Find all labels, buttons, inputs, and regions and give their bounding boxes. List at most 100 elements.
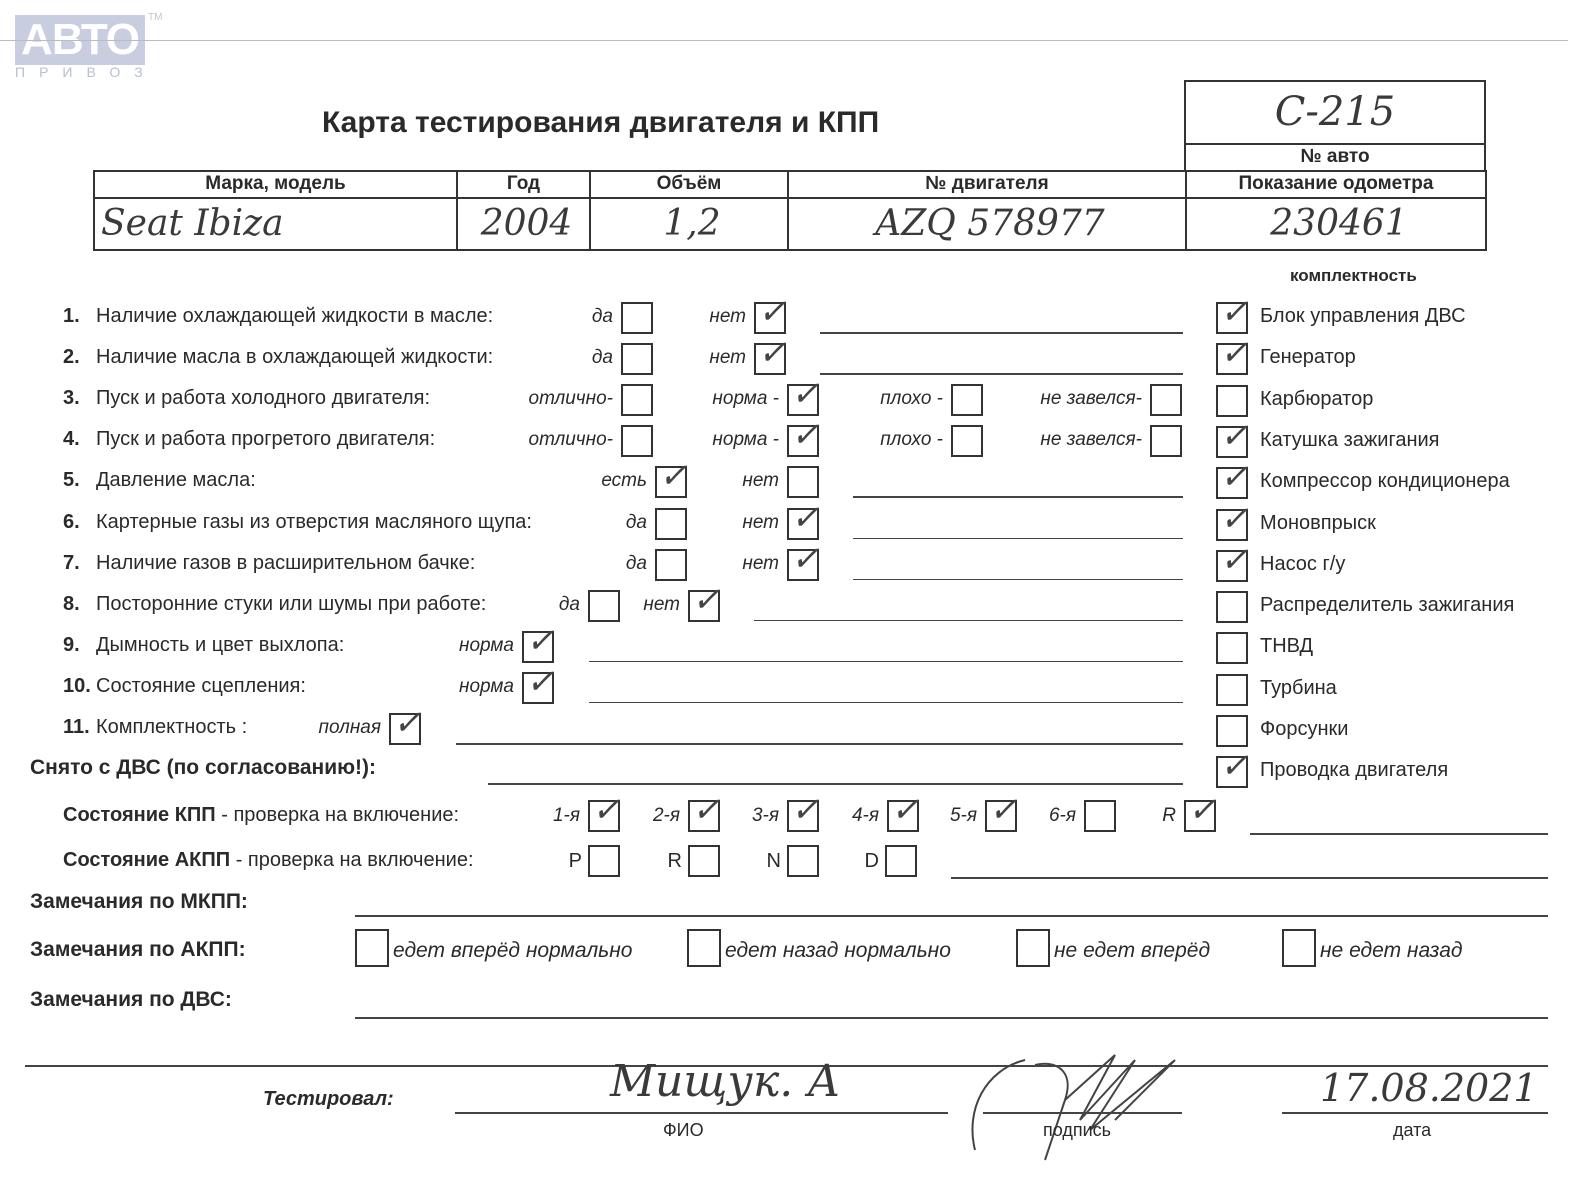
completeness-checkbox[interactable]	[1216, 715, 1248, 747]
removed-label: Снято с ДВС (по согласованию!):	[30, 756, 377, 779]
question-number: 6.	[63, 510, 80, 533]
option-checkbox[interactable]	[787, 498, 820, 540]
car-number-value: С-215	[1274, 89, 1396, 135]
question-label: Наличие газов в расширительном бачке:	[96, 551, 476, 574]
question-notes-line[interactable]	[820, 332, 1183, 334]
completeness-checkbox[interactable]	[1216, 632, 1248, 665]
notes-engine-line[interactable]	[355, 1017, 1548, 1019]
option-checkbox[interactable]	[588, 589, 620, 622]
question-label: Картерные газы из отверстия масляного щу…	[96, 510, 532, 533]
auto-gear-checkbox[interactable]	[885, 845, 917, 877]
option-checkbox[interactable]	[787, 539, 820, 581]
question-notes-line[interactable]	[754, 619, 1183, 622]
gear-label: 1-я	[552, 805, 580, 826]
option-checkbox[interactable]	[621, 343, 653, 376]
completeness-checkbox[interactable]	[1216, 333, 1249, 376]
question-notes-line[interactable]	[456, 743, 1183, 745]
completeness-checkbox[interactable]	[1216, 673, 1248, 706]
table-cell: Seat Ibiza	[93, 197, 458, 251]
question-number: 11.	[63, 716, 90, 738]
car-number-label: № авто	[1184, 143, 1486, 172]
auto-gear-label: N	[766, 850, 781, 872]
completeness-item-label: Проводка двигателя	[1260, 759, 1449, 782]
option-label: нет	[643, 593, 680, 615]
completeness-checkbox[interactable]	[1216, 746, 1249, 789]
option-label: норма	[459, 675, 514, 697]
option-checkbox[interactable]	[688, 580, 721, 622]
option-checkbox[interactable]	[621, 425, 653, 458]
completeness-checkbox[interactable]	[1216, 499, 1249, 541]
notes-auto-checkbox[interactable]	[1016, 929, 1050, 967]
completeness-checkbox[interactable]	[1216, 416, 1249, 458]
car-number-box: С-215	[1184, 80, 1486, 145]
auto-gear-checkbox[interactable]	[588, 845, 620, 877]
question-notes-line[interactable]	[589, 701, 1183, 704]
question-notes-line[interactable]	[589, 660, 1183, 663]
option-checkbox[interactable]	[787, 466, 819, 499]
option-checkbox[interactable]	[655, 456, 688, 499]
manual-label-bold: Состояние КПП	[63, 804, 216, 826]
question-notes-line[interactable]	[853, 496, 1183, 498]
name-line	[455, 1112, 948, 1114]
option-checkbox[interactable]	[655, 548, 687, 581]
completeness-item-label: Моновпрыск	[1260, 511, 1376, 534]
question-notes-line[interactable]	[853, 578, 1183, 581]
gear-checkbox[interactable]	[1084, 800, 1116, 832]
notes-auto-checkbox[interactable]	[355, 929, 389, 967]
notes-auto-label: Замечания по АКПП:	[30, 938, 246, 961]
option-checkbox[interactable]	[754, 292, 787, 334]
completeness-checkbox[interactable]	[1216, 457, 1249, 500]
auto-gear-checkbox[interactable]	[688, 845, 720, 877]
completeness-checkbox[interactable]	[1216, 540, 1249, 582]
option-checkbox[interactable]	[1150, 425, 1182, 458]
gear-checkbox[interactable]	[688, 790, 721, 832]
option-checkbox[interactable]	[522, 621, 555, 663]
notes-manual-line[interactable]	[355, 915, 1548, 917]
auto-line	[951, 877, 1548, 879]
question-number: 7.	[63, 551, 80, 574]
notes-auto-checkbox[interactable]	[687, 929, 721, 967]
option-checkbox[interactable]	[1150, 384, 1182, 417]
notes-auto-checkbox[interactable]	[1282, 929, 1316, 967]
option-checkbox[interactable]	[621, 384, 653, 417]
completeness-checkbox[interactable]	[1216, 292, 1249, 334]
completeness-checkbox[interactable]	[1216, 384, 1248, 417]
option-checkbox[interactable]	[754, 333, 787, 376]
auto-label-bold: Состояние АКПП	[63, 849, 231, 871]
option-checkbox[interactable]	[389, 703, 422, 745]
option-checkbox[interactable]	[621, 302, 653, 334]
option-checkbox[interactable]	[522, 662, 555, 704]
option-checkbox[interactable]	[951, 384, 983, 417]
notes-auto-option-label: едет вперёд нормально	[393, 939, 633, 962]
option-checkbox[interactable]	[951, 425, 983, 458]
gear-checkbox[interactable]	[985, 790, 1018, 832]
table-header: Марка, модель	[93, 170, 458, 199]
tester-name: Мищук. А	[610, 1056, 841, 1107]
question-notes-line[interactable]	[853, 537, 1183, 539]
option-checkbox[interactable]	[787, 374, 820, 417]
gear-label: 4-я	[851, 805, 879, 826]
auto-gear-checkbox[interactable]	[787, 845, 819, 877]
completeness-checkbox[interactable]	[1216, 591, 1248, 624]
option-label: нет	[742, 552, 779, 574]
option-label: да	[625, 552, 647, 574]
question-number: 10.	[63, 674, 91, 697]
gear-label: 3-я	[751, 805, 779, 826]
gear-checkbox[interactable]	[588, 790, 621, 832]
option-label: отлично-	[528, 388, 613, 410]
gear-checkbox[interactable]	[787, 790, 820, 832]
gear-checkbox[interactable]	[1184, 790, 1217, 832]
gear-label: R	[1162, 805, 1176, 826]
option-label: нет	[742, 470, 779, 492]
completeness-item-label: ТНВД	[1260, 635, 1314, 658]
gear-label: 6-я	[1048, 805, 1076, 826]
question-label: Наличие охлаждающей жидкости в масле:	[96, 305, 494, 327]
auto-gear-label: D	[864, 850, 879, 872]
option-checkbox[interactable]	[787, 415, 820, 458]
question-number: 8.	[63, 592, 80, 615]
question-number: 3.	[63, 387, 80, 410]
gear-checkbox[interactable]	[887, 790, 920, 832]
option-checkbox[interactable]	[655, 507, 687, 540]
auto-gear-label: R	[667, 850, 682, 872]
question-notes-line[interactable]	[820, 373, 1183, 375]
